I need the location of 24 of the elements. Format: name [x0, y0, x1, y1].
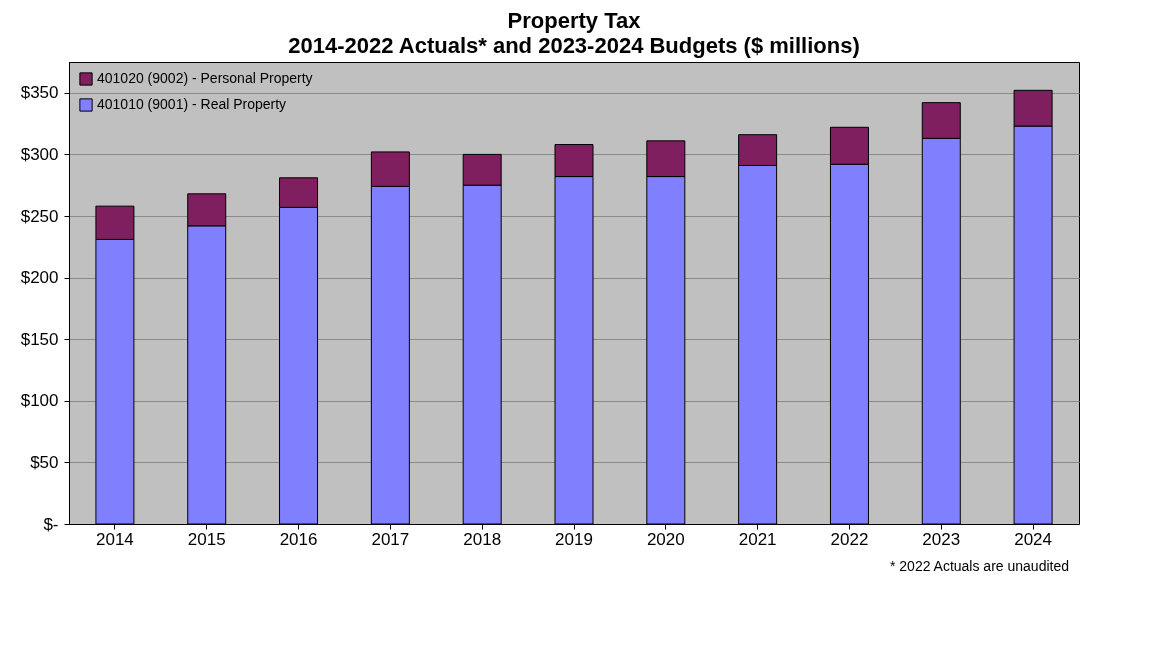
y-tick-label: $250 — [20, 206, 59, 226]
x-tick-label: 2017 — [371, 529, 410, 549]
x-tick-label: 2015 — [187, 529, 226, 549]
chart-subtitle: 2014-2022 Actuals* and 2023-2024 Budgets ($ millions) — [288, 33, 860, 58]
x-tick-label: 2022 — [830, 529, 869, 549]
x-tick-label: 2014 — [96, 529, 134, 549]
y-tick-label: $200 — [20, 268, 59, 288]
x-tick-label: 2016 — [279, 529, 318, 549]
chart-title: Property Tax — [507, 8, 642, 33]
y-tick-label: $- — [43, 514, 59, 534]
x-tick-label: 2020 — [646, 529, 685, 549]
y-tick-label: $150 — [20, 329, 59, 349]
x-tick-label: 2023 — [922, 529, 961, 549]
legend-label: 401020 (9002) - Personal Property — [97, 70, 313, 86]
text: * 2022 Actuals are unaudited — [889, 558, 1069, 574]
x-tick-label: 2018 — [463, 529, 502, 549]
x-tick-label: 2019 — [555, 529, 593, 549]
x-tick-label: 2024 — [1014, 529, 1052, 549]
x-tick-label: 2021 — [738, 529, 777, 549]
legend-label: 401010 (9001) - Real Property — [97, 96, 287, 112]
y-tick-label: $100 — [20, 391, 59, 411]
y-tick-label: $50 — [30, 452, 59, 472]
y-tick-label: $350 — [20, 83, 59, 103]
y-tick-label: $300 — [20, 144, 59, 164]
